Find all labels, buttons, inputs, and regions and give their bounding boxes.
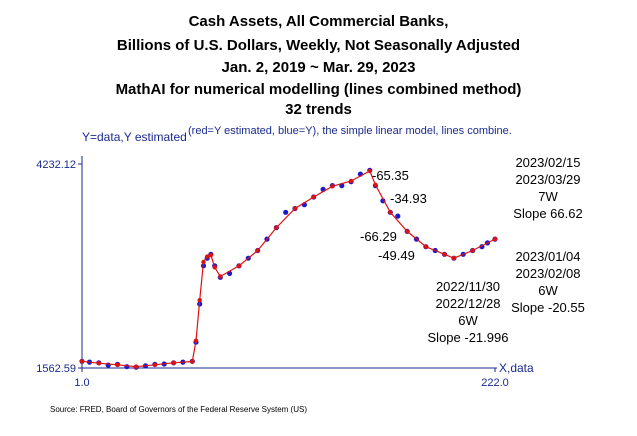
slope-label-a: -65.35: [372, 168, 409, 183]
estimated-point: [274, 225, 279, 230]
slope-label-d: -49.49: [378, 248, 415, 263]
segment-2-slope: Slope -20.55: [511, 300, 585, 315]
segment-3-end: 2022/12/28: [435, 296, 501, 311]
estimated-point: [292, 206, 298, 211]
estimated-point: [96, 361, 102, 366]
estimated-point: [190, 359, 195, 364]
segment-2-start: 2023/01/04: [515, 249, 581, 264]
data-point: [124, 364, 130, 370]
chart-title-line-1: Cash Assets, All Commercial Banks,: [188, 13, 449, 30]
x-tick-label: 222.0: [481, 377, 509, 389]
segment-1-slope: Slope 66.62: [513, 206, 583, 221]
segment-3-start: 2022/11/30: [435, 279, 501, 294]
estimated-point: [330, 184, 335, 189]
chart-title-line-4: MathAI for numerical modelling (lines co…: [115, 81, 522, 98]
estimated-point: [451, 256, 457, 261]
segment-1-end: 2023/03/29: [515, 172, 581, 187]
x-tick-label: 1.0: [74, 377, 89, 389]
segment-info-1: 2023/02/15 2023/03/29 7W Slope 66.62: [508, 154, 588, 222]
estimated-line: [81, 170, 496, 368]
estimated-point: [423, 244, 429, 249]
estimated-point: [79, 359, 85, 364]
slope-label-c: -66.29: [360, 229, 397, 244]
estimated-point: [152, 362, 158, 367]
segment-3-slope: Slope -21.996: [427, 330, 509, 345]
estimated-point: [373, 182, 378, 187]
segment-1-start: 2023/02/15: [515, 155, 581, 170]
y-tick-label: 4232.12: [36, 159, 76, 171]
chart-title-line-2: Billions of U.S. Dollars, Weekly, Not Se…: [116, 37, 521, 54]
chart-title-line-5: 32 trends: [285, 101, 352, 118]
estimated-point: [134, 364, 139, 369]
data-point: [283, 209, 289, 215]
estimated-point: [442, 252, 447, 257]
estimated-point: [208, 252, 214, 258]
y-tick-label: 1562.59: [36, 363, 76, 375]
estimated-point: [492, 236, 498, 242]
estimated-point: [470, 248, 475, 253]
estimated-point: [197, 298, 202, 303]
estimated-point: [218, 274, 223, 279]
segment-2-end: 2023/02/08: [515, 266, 581, 281]
estimated-point: [171, 360, 176, 365]
segment-info-2: 2023/01/04 2023/02/08 6W Slope -20.55: [508, 248, 588, 316]
estimated-point: [255, 248, 260, 253]
estimated-point: [405, 229, 410, 234]
x-axis-title: X,data: [499, 361, 534, 375]
segment-2-weeks: 6W: [538, 283, 558, 298]
estimated-point: [367, 168, 372, 174]
chart-title-line-3: Jan. 2, 2019 ~ Mar. 29, 2023: [221, 59, 416, 76]
estimated-point: [348, 178, 354, 184]
estimated-point: [236, 263, 242, 268]
estimated-point: [311, 194, 316, 200]
segment-1-weeks: 7W: [538, 189, 558, 204]
estimated-point: [212, 265, 217, 270]
segment-info-3: 2022/11/30 2022/12/28 6W Slope -21.996: [418, 278, 518, 346]
source-note: Source: FRED, Board of Governors of the …: [50, 405, 307, 414]
y-axis-title: Y=data,Y estimated: [82, 130, 187, 144]
estimated-point: [205, 254, 210, 259]
estimated-point: [201, 259, 206, 265]
estimated-point: [388, 210, 393, 215]
estimated-point: [193, 338, 199, 343]
segment-3-weeks: 6W: [458, 313, 478, 328]
slope-label-b: -34.93: [390, 191, 427, 206]
estimated-point: [115, 362, 120, 367]
legend-note: (red=Y estimated, blue=Y), the simple li…: [188, 125, 512, 137]
data-point: [395, 213, 401, 219]
